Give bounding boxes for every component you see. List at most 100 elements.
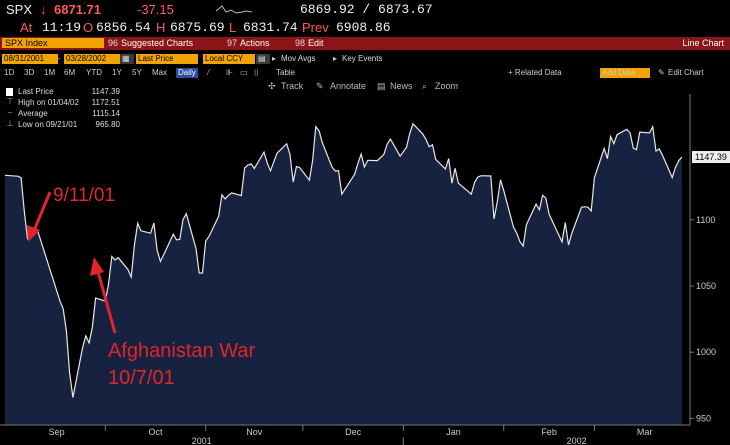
annotation-911-label: 9/11/01 <box>53 185 115 206</box>
menu-num-98: 98 <box>295 38 306 48</box>
area-style-icon[interactable]: ▭ <box>240 68 248 77</box>
sparkline-icon <box>216 5 252 14</box>
range-bar: 1D 3D 1M 6M YTD 1Y 5Y Max Daily ⁄ ⊪ ▭ ⌷ … <box>0 67 730 79</box>
x-month-label: Sep <box>49 427 65 437</box>
annotate-icon: ✎ <box>316 81 324 91</box>
x-year-label: 2002 <box>567 436 587 445</box>
chart-controls: 08/31/2001 - 03/28/2002 ▦ Last Price Loc… <box>0 52 730 66</box>
range-ytd[interactable]: YTD <box>86 68 102 77</box>
start-date-field[interactable]: 08/31/2001 <box>2 54 58 64</box>
actions-menu[interactable]: Actions <box>240 38 270 48</box>
bar-style-icon[interactable]: ⊪ <box>226 68 233 77</box>
key-events-toggle[interactable]: Key Events <box>342 54 383 63</box>
legend-high-icon: ⊤ <box>6 97 14 106</box>
x-month-label: Dec <box>345 427 362 437</box>
periodicity-select[interactable]: Daily <box>176 68 198 78</box>
x-month-label: Oct <box>148 427 163 437</box>
x-month-label: Feb <box>541 427 557 437</box>
y-tick-label: 1100 <box>696 215 715 225</box>
legend-low-value: 965.80 <box>95 120 120 129</box>
ticker[interactable]: SPX <box>6 2 33 17</box>
last-price: 6871.71 <box>54 2 101 17</box>
x-month-label: Mar <box>637 427 653 437</box>
edit-chart-button[interactable]: Edit Chart <box>668 68 704 77</box>
related-data-button[interactable]: + Related Data <box>508 68 562 77</box>
net-change: -37.15 <box>137 2 174 17</box>
price-line <box>4 122 683 398</box>
chart-toolbar: ✣ Track ✎ Annotate ▤ News ⌕ Zoom <box>0 80 730 94</box>
table-view[interactable]: Table <box>276 68 296 77</box>
quote-line-1: SPX ↓ 6871.71 -37.15 6869.92 / 6873.67 <box>0 0 730 18</box>
bid-ask: 6869.92 / 6873.67 <box>300 2 433 17</box>
security-field[interactable]: SPX Index <box>2 38 104 48</box>
annotation-afghanistan-date: 10/7/01 <box>108 367 175 389</box>
high-value: 6875.69 <box>170 20 225 35</box>
candle-style-icon[interactable]: ⌷ <box>254 68 259 77</box>
legend-low-icon: ⊥ <box>6 119 14 128</box>
end-date-field[interactable]: 03/28/2002 <box>64 54 120 64</box>
high-label: H <box>156 20 166 35</box>
key-events-icon: ▸ <box>333 54 338 63</box>
add-data-input[interactable]: Add Data <box>600 68 650 78</box>
legend-last-swatch <box>6 88 13 96</box>
range-5y[interactable]: 5Y <box>132 68 142 77</box>
down-arrow-icon: ↓ <box>40 2 47 17</box>
news-icon: ▤ <box>377 81 386 91</box>
chart-type-icon[interactable]: ▤ <box>256 54 270 64</box>
y-axis: 950 1000 1050 1100 1147.39 <box>689 94 730 425</box>
range-1d[interactable]: 1D <box>4 68 15 77</box>
prev-value: 6908.86 <box>336 20 391 35</box>
legend-average-icon: – <box>7 108 13 117</box>
y-tick-label: 950 <box>696 413 711 423</box>
view-name: Line Chart <box>682 38 724 48</box>
line-style-icon[interactable]: ⁄ <box>208 68 210 77</box>
y-tick-label: 1000 <box>696 347 716 357</box>
date-separator: - <box>58 54 61 63</box>
edit-chart-icon: ✎ <box>658 68 665 77</box>
last-value-tag <box>692 151 730 164</box>
x-axis: Sep Oct Nov Dec Jan Feb Mar 2001 2002 <box>0 424 690 445</box>
low-value: 6831.74 <box>243 20 298 35</box>
x-month-label: Jan <box>446 427 461 437</box>
plot-area <box>0 94 690 426</box>
track-icon: ✣ <box>268 81 276 91</box>
suggested-charts-menu[interactable]: Suggested Charts <box>121 38 194 48</box>
quote-line-2: At 11:19 O 6856.54 H 6875.69 L 6831.74 P… <box>0 18 730 36</box>
x-month-label: Nov <box>246 427 263 437</box>
edit-menu[interactable]: Edit <box>308 38 324 48</box>
calendar-icon[interactable]: ▦ <box>120 54 134 64</box>
legend-average-label: Average <box>18 109 48 118</box>
track-button[interactable]: Track <box>281 81 304 91</box>
mov-avgs-toggle[interactable]: Mov Avgs <box>281 54 316 63</box>
legend-low-label: Low on 09/21/01 <box>18 120 78 129</box>
range-1m[interactable]: 1M <box>44 68 56 77</box>
prev-label: Prev <box>302 20 329 35</box>
legend: Last Price 1147.39 ⊤ High on 01/04/02 11… <box>2 86 122 136</box>
news-button[interactable]: News <box>390 81 413 91</box>
annotation-afghanistan-title: Afghanistan War <box>108 340 255 362</box>
range-6m[interactable]: 6M <box>64 68 76 77</box>
function-menu-bar: SPX Index 96 Suggested Charts 97 Actions… <box>0 37 730 50</box>
low-label: L <box>229 20 237 35</box>
legend-high-label: High on 01/04/02 <box>18 98 79 107</box>
annotations: 9/11/01 Afghanistan War 10/7/01 <box>27 185 255 389</box>
price-field-select[interactable]: Last Price <box>136 54 198 64</box>
price-chart[interactable]: 950 1000 1050 1100 1147.39 Sep Oct Nov Dec Jan Fe… <box>0 94 730 445</box>
range-1y[interactable]: 1Y <box>112 68 122 77</box>
annotation-911-arrow <box>27 191 52 242</box>
currency-select[interactable]: Local CCY <box>203 54 255 64</box>
legend-last-label: Last Price <box>18 87 54 96</box>
range-3d[interactable]: 3D <box>24 68 35 77</box>
annotation-afghanistan-arrow <box>90 257 117 334</box>
mov-avgs-icon: ▸ <box>272 54 277 63</box>
legend-average-value: 1115.14 <box>92 109 120 118</box>
range-max[interactable]: Max <box>152 68 168 77</box>
annotate-button[interactable]: Annotate <box>330 81 367 91</box>
last-value-label: 1147.39 <box>695 152 727 162</box>
zoom-button[interactable]: Zoom <box>435 81 459 91</box>
zoom-icon: ⌕ <box>422 81 428 91</box>
menu-num-97: 97 <box>227 38 238 48</box>
quote-time: 11:19 <box>42 20 82 35</box>
open-value: 6856.54 <box>96 20 151 35</box>
menu-num-96: 96 <box>108 38 119 48</box>
